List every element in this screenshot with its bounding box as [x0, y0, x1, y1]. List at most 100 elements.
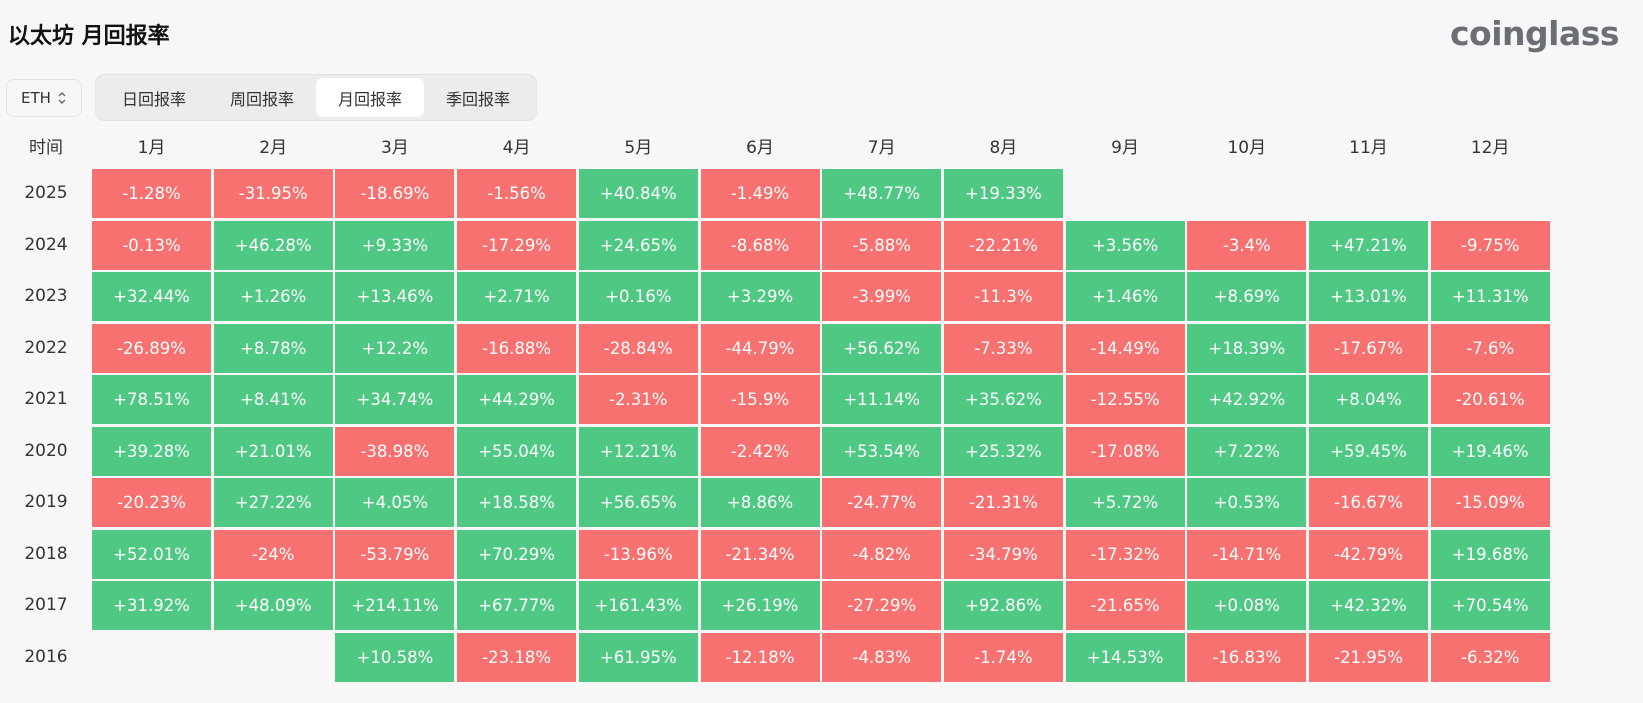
- return-cell[interactable]: +5.72%: [1065, 478, 1185, 527]
- return-cell[interactable]: +48.77%: [822, 169, 942, 218]
- return-cell[interactable]: -16.88%: [457, 323, 577, 373]
- return-cell[interactable]: -21.31%: [943, 478, 1063, 527]
- return-cell[interactable]: +53.54%: [822, 426, 942, 476]
- return-cell[interactable]: +19.68%: [1430, 529, 1550, 579]
- return-cell[interactable]: -7.6%: [1430, 323, 1550, 373]
- return-cell[interactable]: -28.84%: [578, 323, 698, 373]
- return-cell[interactable]: -6.32%: [1430, 632, 1550, 682]
- return-cell[interactable]: -18.69%: [335, 169, 455, 218]
- return-cell[interactable]: -2.42%: [700, 426, 820, 476]
- return-cell[interactable]: -24.77%: [822, 478, 942, 527]
- return-cell[interactable]: +0.53%: [1187, 478, 1307, 527]
- return-cell[interactable]: +12.2%: [335, 323, 455, 373]
- return-cell[interactable]: -3.4%: [1187, 220, 1307, 270]
- return-cell[interactable]: -26.89%: [92, 323, 211, 373]
- return-cell[interactable]: +1.26%: [213, 272, 333, 321]
- return-cell[interactable]: -12.55%: [1065, 375, 1185, 424]
- return-cell[interactable]: +26.19%: [700, 581, 820, 630]
- return-cell[interactable]: +56.65%: [578, 478, 698, 527]
- return-cell[interactable]: -44.79%: [700, 323, 820, 373]
- return-cell[interactable]: +21.01%: [213, 426, 333, 476]
- return-cell[interactable]: -17.67%: [1309, 323, 1428, 373]
- return-cell[interactable]: -12.18%: [700, 632, 820, 682]
- return-cell[interactable]: +70.29%: [457, 529, 577, 579]
- return-cell[interactable]: +11.31%: [1430, 272, 1550, 321]
- return-cell[interactable]: -17.29%: [457, 220, 577, 270]
- tab-3[interactable]: 季回报率: [446, 89, 511, 109]
- return-cell[interactable]: -23.18%: [457, 632, 577, 682]
- return-cell[interactable]: -34.79%: [943, 529, 1063, 579]
- return-cell[interactable]: -17.32%: [1065, 529, 1185, 579]
- return-cell[interactable]: -20.61%: [1430, 375, 1550, 424]
- return-cell[interactable]: -21.95%: [1309, 632, 1428, 682]
- return-cell[interactable]: +12.21%: [578, 426, 698, 476]
- return-cell[interactable]: +32.44%: [92, 272, 211, 321]
- return-cell[interactable]: -5.88%: [822, 220, 942, 270]
- return-cell[interactable]: +0.16%: [578, 272, 698, 321]
- return-cell[interactable]: -17.08%: [1065, 426, 1185, 476]
- return-cell[interactable]: +1.46%: [1065, 272, 1185, 321]
- return-cell[interactable]: +27.22%: [213, 478, 333, 527]
- return-cell[interactable]: -13.96%: [578, 529, 698, 579]
- return-cell[interactable]: +8.86%: [700, 478, 820, 527]
- return-cell[interactable]: +35.62%: [943, 375, 1063, 424]
- return-cell[interactable]: +24.65%: [578, 220, 698, 270]
- return-cell[interactable]: +42.32%: [1309, 581, 1428, 630]
- return-cell[interactable]: -53.79%: [335, 529, 455, 579]
- return-cell[interactable]: +40.84%: [578, 169, 698, 218]
- return-cell[interactable]: +61.95%: [578, 632, 698, 682]
- return-cell[interactable]: +59.45%: [1309, 426, 1428, 476]
- coin-select[interactable]: ETH: [6, 79, 82, 117]
- return-cell[interactable]: +8.78%: [213, 323, 333, 373]
- return-cell[interactable]: +92.86%: [943, 581, 1063, 630]
- return-cell[interactable]: +8.69%: [1187, 272, 1307, 321]
- return-cell[interactable]: -8.68%: [700, 220, 820, 270]
- return-cell[interactable]: -4.83%: [822, 632, 942, 682]
- return-cell[interactable]: +34.74%: [335, 375, 455, 424]
- return-cell[interactable]: +19.46%: [1430, 426, 1550, 476]
- return-cell[interactable]: +7.22%: [1187, 426, 1307, 476]
- return-cell[interactable]: +2.71%: [457, 272, 577, 321]
- return-cell[interactable]: +48.09%: [213, 581, 333, 630]
- return-cell[interactable]: +42.92%: [1187, 375, 1307, 424]
- return-cell[interactable]: +3.56%: [1065, 220, 1185, 270]
- return-cell[interactable]: -31.95%: [213, 169, 333, 218]
- return-cell[interactable]: -27.29%: [822, 581, 942, 630]
- return-cell[interactable]: +67.77%: [457, 581, 577, 630]
- return-cell[interactable]: -42.79%: [1309, 529, 1428, 579]
- return-cell[interactable]: -9.75%: [1430, 220, 1550, 270]
- return-cell[interactable]: -21.34%: [700, 529, 820, 579]
- return-cell[interactable]: +18.58%: [457, 478, 577, 527]
- return-cell[interactable]: +47.21%: [1309, 220, 1428, 270]
- return-cell[interactable]: -1.56%: [457, 169, 577, 218]
- return-cell[interactable]: +13.46%: [335, 272, 455, 321]
- return-cell[interactable]: +18.39%: [1187, 323, 1307, 373]
- return-cell[interactable]: -4.82%: [822, 529, 942, 579]
- return-cell[interactable]: +10.58%: [335, 632, 455, 682]
- return-cell[interactable]: -22.21%: [943, 220, 1063, 270]
- return-cell[interactable]: +13.01%: [1309, 272, 1428, 321]
- return-cell[interactable]: -7.33%: [943, 323, 1063, 373]
- return-cell[interactable]: -14.49%: [1065, 323, 1185, 373]
- return-cell[interactable]: -3.99%: [822, 272, 942, 321]
- return-cell[interactable]: +8.04%: [1309, 375, 1428, 424]
- return-cell[interactable]: +44.29%: [457, 375, 577, 424]
- return-cell[interactable]: -0.13%: [92, 220, 211, 270]
- return-cell[interactable]: -14.71%: [1187, 529, 1307, 579]
- return-cell[interactable]: +25.32%: [943, 426, 1063, 476]
- return-cell[interactable]: +3.29%: [700, 272, 820, 321]
- return-cell[interactable]: -11.3%: [943, 272, 1063, 321]
- return-cell[interactable]: +70.54%: [1430, 581, 1550, 630]
- tab-1[interactable]: 周回报率: [230, 89, 295, 109]
- return-cell[interactable]: +0.08%: [1187, 581, 1307, 630]
- return-cell[interactable]: -38.98%: [335, 426, 455, 476]
- tab-2[interactable]: 月回报率: [316, 78, 425, 117]
- return-cell[interactable]: -24%: [213, 529, 333, 579]
- return-cell[interactable]: -15.09%: [1430, 478, 1550, 527]
- return-cell[interactable]: -15.9%: [700, 375, 820, 424]
- return-cell[interactable]: -2.31%: [578, 375, 698, 424]
- return-cell[interactable]: +11.14%: [822, 375, 942, 424]
- return-cell[interactable]: +161.43%: [578, 581, 698, 630]
- return-cell[interactable]: +214.11%: [335, 581, 455, 630]
- tab-0[interactable]: 日回报率: [122, 89, 187, 109]
